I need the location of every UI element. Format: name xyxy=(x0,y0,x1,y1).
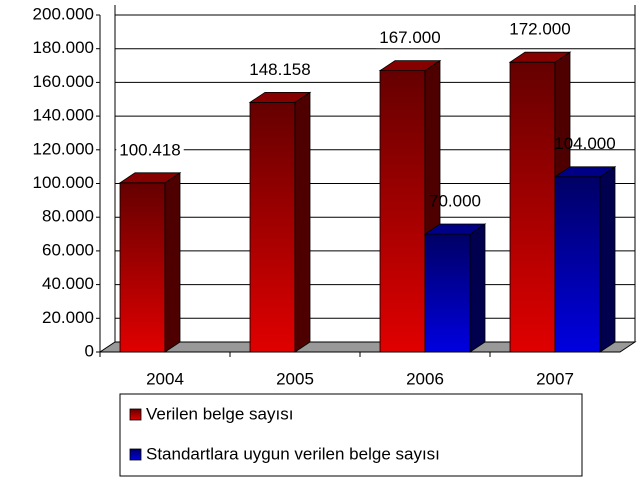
bar-top xyxy=(378,60,442,72)
y-tick-label: 60.000 xyxy=(42,240,94,259)
value-label: 172.000 xyxy=(509,20,570,39)
y-tick-label: 200.000 xyxy=(33,4,94,23)
bar xyxy=(379,70,426,353)
bar xyxy=(249,101,296,353)
legend-label: Verilen belge sayısı xyxy=(146,404,293,423)
value-label-bg xyxy=(506,18,574,40)
value-label-bg xyxy=(116,139,184,161)
y-tick-label: 0 xyxy=(85,341,94,360)
bar xyxy=(424,233,471,353)
y-tick-label: 80.000 xyxy=(42,207,94,226)
y-tick-label: 120.000 xyxy=(33,139,94,158)
x-tick-label: 2005 xyxy=(276,369,314,388)
value-label: 104.000 xyxy=(554,134,615,153)
bar-side xyxy=(469,223,486,353)
legend-box xyxy=(119,393,583,477)
bar-side xyxy=(599,166,616,353)
value-label: 167.000 xyxy=(379,28,440,47)
value-label-bg xyxy=(246,58,314,80)
x-tick-label: 2004 xyxy=(146,369,184,388)
bar-top xyxy=(248,91,312,103)
legend-swatch xyxy=(129,408,142,421)
legend-label: Standartlara uygun verilen belge sayısı xyxy=(146,444,440,463)
y-tick-label: 140.000 xyxy=(33,106,94,125)
y-tick-label: 40.000 xyxy=(42,274,94,293)
x-tick-label: 2006 xyxy=(406,369,444,388)
value-label: 100.418 xyxy=(119,140,180,159)
bar-top xyxy=(423,223,487,235)
bar-top xyxy=(508,51,572,63)
y-tick-label: 160.000 xyxy=(33,72,94,91)
value-label: 148.158 xyxy=(249,60,310,79)
value-label-bg xyxy=(376,27,444,49)
bar-top xyxy=(118,172,182,184)
bar-side xyxy=(294,91,311,353)
bar-top xyxy=(553,166,617,178)
bar xyxy=(119,182,166,353)
legend-swatch xyxy=(129,448,142,461)
value-label: 70.000 xyxy=(429,192,481,211)
y-tick-label: 180.000 xyxy=(33,38,94,57)
x-tick-label: 2007 xyxy=(536,369,574,388)
bar xyxy=(509,61,556,353)
bar xyxy=(554,176,601,353)
y-tick-label: 20.000 xyxy=(42,308,94,327)
bar-side xyxy=(164,172,181,353)
y-tick-label: 100.000 xyxy=(33,173,94,192)
